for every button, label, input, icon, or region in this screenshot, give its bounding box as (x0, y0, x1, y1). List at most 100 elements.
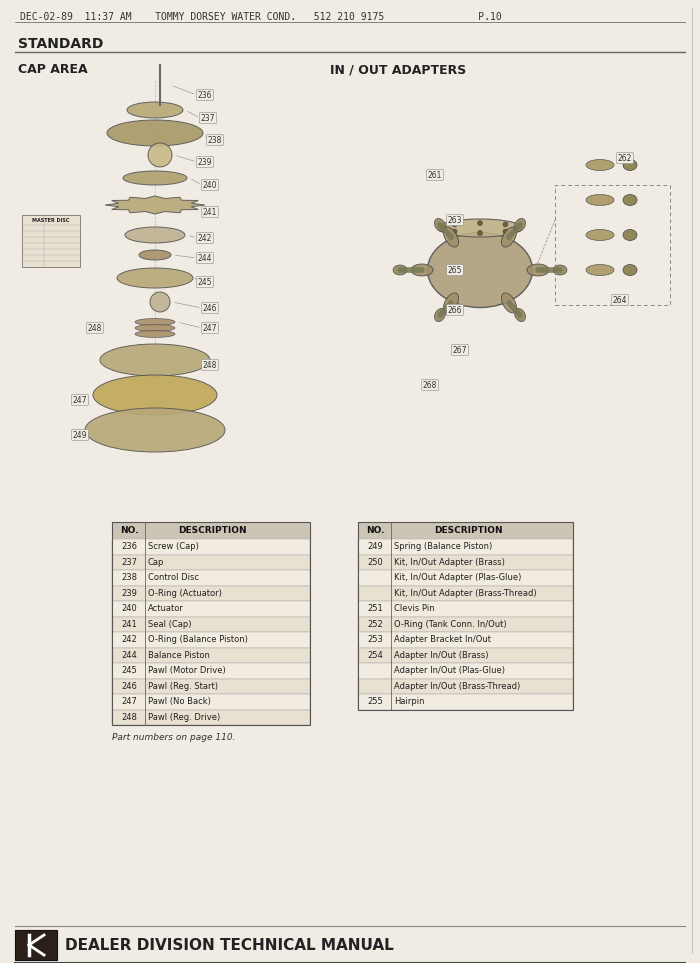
Text: 268: 268 (423, 380, 438, 389)
Text: Adapter In/Out (Plas-Glue): Adapter In/Out (Plas-Glue) (394, 666, 505, 675)
Text: 241: 241 (203, 207, 217, 217)
Bar (112, 710, 310, 725)
Text: Clevis Pin: Clevis Pin (394, 604, 435, 613)
Text: 255: 255 (367, 697, 383, 706)
Text: Adapter In/Out (Brass-Thread): Adapter In/Out (Brass-Thread) (394, 682, 520, 690)
Text: Kit, In/Out Adapter (Brass-Thread): Kit, In/Out Adapter (Brass-Thread) (394, 588, 537, 598)
Ellipse shape (443, 227, 459, 247)
Bar (358, 522, 573, 539)
Bar (112, 586, 310, 601)
Text: 238: 238 (208, 136, 222, 144)
Text: 244: 244 (197, 253, 212, 263)
Bar (358, 586, 573, 601)
Text: 254: 254 (367, 651, 383, 660)
Text: 253: 253 (367, 636, 383, 644)
Text: 240: 240 (203, 180, 217, 190)
Text: 237: 237 (121, 558, 137, 567)
Ellipse shape (501, 227, 517, 247)
Ellipse shape (393, 265, 407, 275)
Text: Adapter Bracket In/Out: Adapter Bracket In/Out (394, 636, 491, 644)
Circle shape (452, 229, 457, 234)
Text: O-Ring (Actuator): O-Ring (Actuator) (148, 588, 222, 598)
Ellipse shape (117, 268, 193, 288)
Text: 248: 248 (203, 360, 217, 370)
Ellipse shape (428, 232, 533, 307)
Text: 265: 265 (448, 266, 462, 274)
Text: 262: 262 (618, 153, 632, 163)
Ellipse shape (586, 229, 614, 241)
Text: DEC-02-89  11:37 AM    TOMMY DORSEY WATER COND.   512 210 9175                P.: DEC-02-89 11:37 AM TOMMY DORSEY WATER CO… (20, 12, 502, 22)
Text: 245: 245 (197, 277, 212, 287)
Bar (112, 522, 310, 725)
Text: 250: 250 (367, 558, 383, 567)
Ellipse shape (527, 264, 549, 276)
Text: Pawl (Motor Drive): Pawl (Motor Drive) (148, 666, 225, 675)
Ellipse shape (623, 229, 637, 241)
Circle shape (514, 225, 519, 230)
Circle shape (452, 221, 457, 227)
Text: Spring (Balance Piston): Spring (Balance Piston) (394, 542, 492, 551)
Text: 247: 247 (121, 697, 137, 706)
Text: 246: 246 (203, 303, 217, 313)
Ellipse shape (135, 319, 175, 325)
Ellipse shape (135, 330, 175, 337)
Text: 246: 246 (121, 682, 137, 690)
Ellipse shape (139, 250, 171, 260)
Text: 249: 249 (73, 430, 88, 439)
Text: 238: 238 (121, 573, 137, 583)
Bar (112, 616, 310, 632)
Ellipse shape (125, 227, 185, 243)
Ellipse shape (127, 102, 183, 118)
Ellipse shape (438, 219, 522, 237)
Ellipse shape (435, 219, 446, 231)
Bar (358, 616, 573, 632)
Bar (15, 930, 57, 960)
Bar (112, 522, 310, 539)
Text: 242: 242 (198, 233, 212, 243)
Bar (358, 601, 573, 616)
Text: 239: 239 (197, 158, 212, 167)
Text: 249: 249 (367, 542, 383, 551)
Text: Cap: Cap (148, 558, 164, 567)
Ellipse shape (623, 195, 637, 205)
Circle shape (442, 225, 447, 230)
Ellipse shape (411, 264, 433, 276)
Bar (112, 694, 310, 710)
Text: Screw (Cap): Screw (Cap) (148, 542, 199, 551)
Ellipse shape (123, 171, 187, 185)
Bar (358, 632, 573, 647)
Text: 245: 245 (121, 666, 137, 675)
Text: 244: 244 (121, 651, 137, 660)
Text: MASTER DISC: MASTER DISC (32, 218, 70, 223)
Text: Kit, In/Out Adapter (Plas-Glue): Kit, In/Out Adapter (Plas-Glue) (394, 573, 522, 583)
Text: 266: 266 (448, 305, 462, 315)
Text: 248: 248 (88, 324, 102, 332)
Text: NO.: NO. (120, 526, 139, 535)
Text: Actuator: Actuator (148, 604, 184, 613)
Text: 248: 248 (121, 713, 137, 721)
Bar (112, 647, 310, 663)
Bar (112, 632, 310, 647)
Text: 252: 252 (367, 620, 383, 629)
Bar (112, 539, 310, 555)
Bar (112, 679, 310, 694)
Text: 239: 239 (121, 588, 137, 598)
Text: DESCRIPTION: DESCRIPTION (178, 526, 246, 535)
Text: 247: 247 (203, 324, 217, 332)
Text: 261: 261 (428, 170, 442, 179)
Circle shape (477, 230, 482, 236)
Text: 267: 267 (453, 346, 468, 354)
Circle shape (477, 221, 482, 225)
Circle shape (503, 229, 508, 234)
Text: Hairpin: Hairpin (394, 697, 424, 706)
Text: 236: 236 (197, 91, 212, 99)
Text: CAP AREA: CAP AREA (18, 63, 88, 76)
Bar (112, 570, 310, 586)
Bar (358, 663, 573, 679)
Text: Balance Piston: Balance Piston (148, 651, 210, 660)
Bar (358, 679, 573, 694)
Ellipse shape (501, 293, 517, 313)
Ellipse shape (107, 120, 203, 146)
Text: 237: 237 (201, 114, 216, 122)
Ellipse shape (623, 265, 637, 275)
